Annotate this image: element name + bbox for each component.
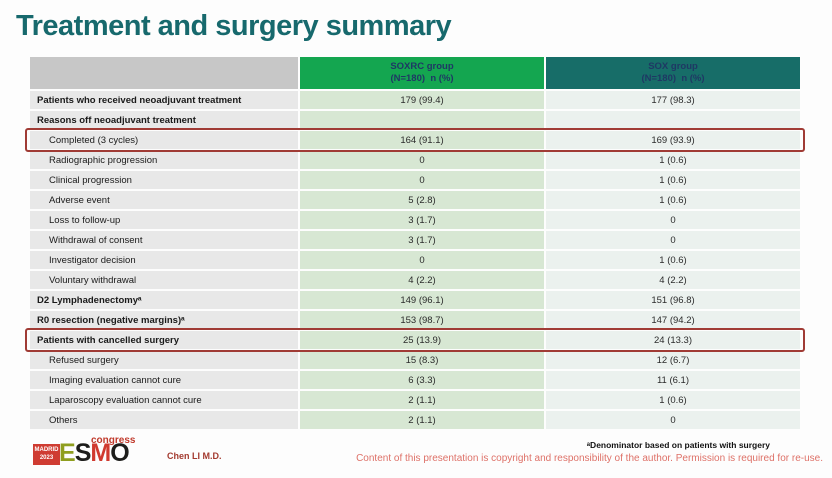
row-label: Others — [30, 411, 298, 429]
table-row: Imaging evaluation cannot cure 6 (3.3) 11 … — [30, 371, 800, 389]
soxrc-value: 3 (1.7) — [300, 231, 544, 249]
table-row: Refused surgery 15 (8.3) 12 (6.7) — [30, 351, 800, 369]
soxrc-value — [300, 111, 544, 129]
madrid-2023-badge: MADRID 2023 — [33, 444, 60, 465]
table-row: Investigator decision 0 1 (0.6) — [30, 251, 800, 269]
table-row: R0 resection (negative margins)ᵃ 153 (98.… — [30, 311, 800, 329]
row-label: Patients who received neoadjuvant treatm… — [30, 91, 298, 109]
row-label: Clinical progression — [30, 171, 298, 189]
soxrc-value: 3 (1.7) — [300, 211, 544, 229]
sox-value: 0 — [546, 211, 800, 229]
esmo-letter: O — [110, 439, 129, 467]
row-label: Voluntary withdrawal — [30, 271, 298, 289]
sox-value: 1 (0.6) — [546, 151, 800, 169]
table-header-row: SOXRC group (N=180) n (%) SOX group (N=1… — [30, 57, 800, 89]
row-label: R0 resection (negative margins)ᵃ — [30, 311, 298, 329]
logo-year: 2023 — [39, 454, 54, 461]
table-row: Voluntary withdrawal 4 (2.2) 4 (2.2) — [30, 271, 800, 289]
sox-value: 1 (0.6) — [546, 251, 800, 269]
soxrc-value: 0 — [300, 251, 544, 269]
row-label: Refused surgery — [30, 351, 298, 369]
soxrc-value: 0 — [300, 151, 544, 169]
row-label: Patients with cancelled surgery — [30, 331, 298, 349]
esmo-letter: E — [59, 439, 76, 467]
header-sox-line2: (N=180) n (%) — [641, 73, 705, 84]
row-label: Adverse event — [30, 191, 298, 209]
sox-value: 151 (96.8) — [546, 291, 800, 309]
esmo-congress-logo: MADRID 2023 ESMO congress — [33, 435, 143, 471]
table-row: D2 Lymphadenectomyᵃ 149 (96.1) 151 (96.8) — [30, 291, 800, 309]
soxrc-value: 164 (91.1) — [300, 131, 544, 149]
soxrc-value: 6 (3.3) — [300, 371, 544, 389]
row-label: Laparoscopy evaluation cannot cure — [30, 391, 298, 409]
esmo-letter: M — [90, 439, 111, 467]
sox-value: 0 — [546, 231, 800, 249]
table-row: Patients who received neoadjuvant treatm… — [30, 91, 800, 109]
table-footnote: ᵃDenominator based on patients with surg… — [586, 440, 770, 450]
logo-city: MADRID — [34, 447, 59, 453]
presenter-name: Chen LI M.D. — [167, 451, 222, 461]
sox-value: 1 (0.6) — [546, 171, 800, 189]
sox-value: 4 (2.2) — [546, 271, 800, 289]
header-soxrc-group: SOXRC group (N=180) n (%) — [300, 57, 544, 89]
sox-value: 0 — [546, 411, 800, 429]
sox-value: 24 (13.3) — [546, 331, 800, 349]
esmo-letter: S — [74, 439, 92, 467]
table-row: Loss to follow-up 3 (1.7) 0 — [30, 211, 800, 229]
table-row: Adverse event 5 (2.8) 1 (0.6) — [30, 191, 800, 209]
page-title: Treatment and surgery summary — [16, 10, 452, 42]
table-row: Radiographic progression 0 1 (0.6) — [30, 151, 800, 169]
soxrc-value: 2 (1.1) — [300, 391, 544, 409]
esmo-wordmark: ESMO — [59, 439, 130, 468]
row-label: Investigator decision — [30, 251, 298, 269]
row-label: Radiographic progression — [30, 151, 298, 169]
row-label: Imaging evaluation cannot cure — [30, 371, 298, 389]
sox-value: 1 (0.6) — [546, 191, 800, 209]
table-row: Others 2 (1.1) 0 — [30, 411, 800, 429]
soxrc-value: 4 (2.2) — [300, 271, 544, 289]
sox-value: 169 (93.9) — [546, 131, 800, 149]
sox-value — [546, 111, 800, 129]
soxrc-value: 149 (96.1) — [300, 291, 544, 309]
header-empty-cell — [30, 57, 298, 89]
row-label: Reasons off neoadjuvant treatment — [30, 111, 298, 129]
sox-value: 11 (6.1) — [546, 371, 800, 389]
table-row: Completed (3 cycles) 164 (91.1) 169 (93.9) — [25, 128, 805, 152]
soxrc-value: 15 (8.3) — [300, 351, 544, 369]
congress-label: congress — [91, 435, 136, 446]
table-body: Patients who received neoadjuvant treatm… — [25, 91, 805, 429]
header-soxrc-line1: SOXRC group — [390, 60, 454, 72]
table-row: Reasons off neoadjuvant treatment — [30, 111, 800, 129]
row-label: Withdrawal of consent — [30, 231, 298, 249]
row-label: Completed (3 cycles) — [30, 131, 298, 149]
copyright-notice: Content of this presentation is copyrigh… — [356, 453, 823, 464]
header-soxrc-line2: (N=180) n (%) — [390, 73, 454, 84]
table-row: Clinical progression 0 1 (0.6) — [30, 171, 800, 189]
row-label: Loss to follow-up — [30, 211, 298, 229]
header-sox-group: SOX group (N=180) n (%) — [546, 57, 800, 89]
row-label: D2 Lymphadenectomyᵃ — [30, 291, 298, 309]
soxrc-value: 5 (2.8) — [300, 191, 544, 209]
soxrc-value: 153 (98.7) — [300, 311, 544, 329]
table-row: Laparoscopy evaluation cannot cure 2 (1.1… — [30, 391, 800, 409]
sox-value: 12 (6.7) — [546, 351, 800, 369]
sox-value: 177 (98.3) — [546, 91, 800, 109]
summary-table: SOXRC group (N=180) n (%) SOX group (N=1… — [25, 57, 805, 429]
soxrc-value: 2 (1.1) — [300, 411, 544, 429]
table-row: Patients with cancelled surgery 25 (13.9)… — [25, 328, 805, 352]
soxrc-value: 25 (13.9) — [300, 331, 544, 349]
table-row: Withdrawal of consent 3 (1.7) 0 — [30, 231, 800, 249]
soxrc-value: 0 — [300, 171, 544, 189]
soxrc-value: 179 (99.4) — [300, 91, 544, 109]
header-sox-line1: SOX group — [648, 60, 698, 72]
sox-value: 1 (0.6) — [546, 391, 800, 409]
sox-value: 147 (94.2) — [546, 311, 800, 329]
